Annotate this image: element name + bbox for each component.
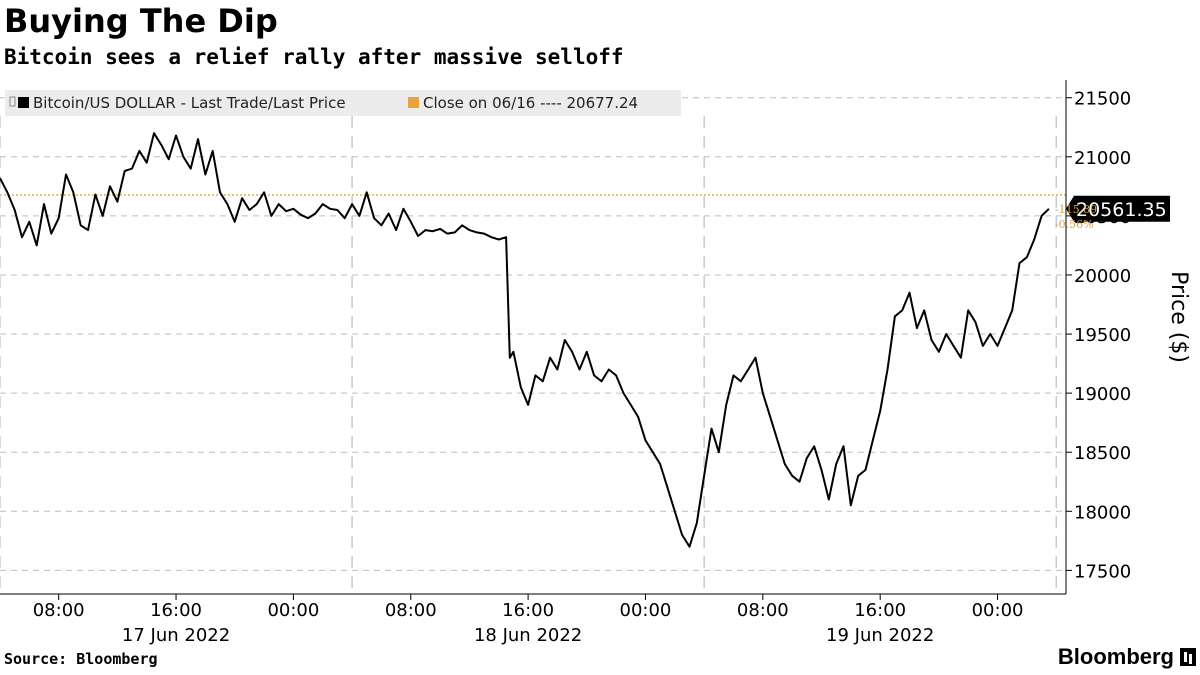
y-tick-labels: 1750018000185001900019500200002050021000… [1074,89,1131,583]
last-price-change: -115.89 [1055,203,1097,216]
y-tick-label: 19500 [1074,325,1131,346]
source-note: Source: Bloomberg [4,650,158,668]
legend-swatch-close [408,97,419,108]
x-tick-label: 08:00 [385,600,437,621]
chart-title: Buying The Dip [4,2,278,40]
day-label: 17 Jun 2022 [122,625,230,646]
legend-expand-icon[interactable] [9,96,16,107]
day-separators [0,116,1057,594]
x-tick-label: 16:00 [502,600,554,621]
brand-text: Bloomberg [1057,644,1174,669]
x-tick-labels: 08:00 16:00 00:00 08:00 16:00 00:00 08:00 16:00… [33,594,1024,621]
chart-subtitle: Bitcoin sees a relief rally after massiv… [4,45,624,69]
y-tick-label: 18000 [1074,502,1131,523]
x-tick-label: 16:00 [150,600,202,621]
y-axis-label: Price ($) [1166,271,1191,363]
bloomberg-terminal-icon [1180,648,1196,666]
legend-background [5,90,681,116]
legend: Bitcoin/US DOLLAR - Last Trade/Last Pric… [5,90,681,116]
x-tick-label: 00:00 [972,600,1024,621]
bloomberg-logo: Bloomberg [1058,644,1196,670]
y-tick-label: 20000 [1074,266,1131,287]
grid [0,97,1072,571]
y-tick-label: 21000 [1074,148,1131,169]
last-price-value: 20561.35 [1076,199,1167,221]
legend-swatch-bitcoin [18,97,29,108]
y-tick-label: 18500 [1074,443,1131,464]
x-tick-label: 08:00 [737,600,789,621]
legend-label-bitcoin: Bitcoin/US DOLLAR - Last Trade/Last Pric… [33,94,346,112]
y-tick-label: 19000 [1074,384,1131,405]
x-tick-label: 00:00 [267,600,319,621]
day-label: 19 Jun 2022 [826,625,934,646]
last-price-flag [1066,195,1170,222]
legend-label-close: Close on 06/16 ---- 20677.24 [423,94,638,112]
x-tick-label: 16:00 [854,600,906,621]
y-tick-label: 21500 [1074,89,1131,110]
day-labels: 17 Jun 2022 18 Jun 2022 19 Jun 2022 [122,625,934,646]
x-tick-label: 08:00 [33,600,85,621]
y-tick-label: 17500 [1074,561,1131,582]
day-label: 18 Jun 2022 [474,625,582,646]
axes [0,80,1067,595]
last-price-marker: 20561.35 -115.89 -0.56% [1055,195,1170,231]
x-tick-label: 00:00 [620,600,672,621]
bitcoin-price-line [0,132,1050,548]
last-price-change-pct: -0.56% [1055,218,1094,231]
